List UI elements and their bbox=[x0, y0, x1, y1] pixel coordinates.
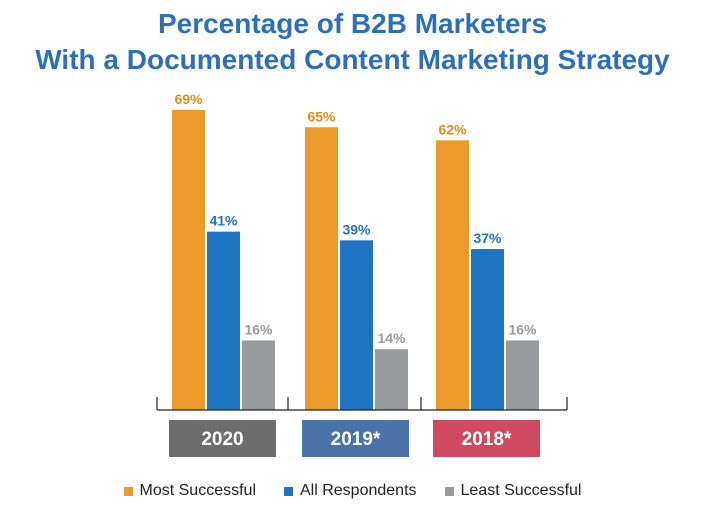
legend-item-most-successful: Most Successful bbox=[123, 482, 256, 500]
category-label-2020: 2020 bbox=[201, 429, 243, 450]
category-box-2018 bbox=[433, 420, 540, 457]
bar-most-successful-2019 bbox=[305, 127, 338, 410]
data-label-least-successful-2020: 16% bbox=[244, 321, 273, 337]
legend-swatch bbox=[444, 486, 454, 496]
bar-all-respondents-2019 bbox=[340, 240, 373, 410]
bar-all-respondents-2020 bbox=[207, 231, 240, 410]
category-label-2018: 2018* bbox=[462, 429, 512, 450]
legend-label: All Respondents bbox=[300, 482, 417, 499]
bar-least-successful-2020 bbox=[242, 340, 275, 410]
data-label-most-successful-2019: 65% bbox=[307, 108, 336, 124]
data-label-most-successful-2018: 62% bbox=[438, 121, 467, 137]
legend-item-all-respondents: All Respondents bbox=[284, 482, 417, 500]
chart-title-line-2: With a Documented Content Marketing Stra… bbox=[35, 44, 670, 75]
data-label-all-respondents-2020: 41% bbox=[209, 213, 238, 229]
legend-label: Most Successful bbox=[139, 482, 256, 499]
category-box-2020 bbox=[169, 420, 276, 457]
legend-item-least-successful: Least Successful bbox=[444, 482, 582, 500]
legend-swatch bbox=[284, 486, 293, 496]
data-label-least-successful-2018: 16% bbox=[508, 321, 537, 337]
data-label-all-respondents-2019: 39% bbox=[342, 221, 371, 237]
bar-most-successful-2020 bbox=[172, 109, 205, 410]
legend-swatch bbox=[123, 486, 133, 496]
category-box-2019 bbox=[302, 420, 409, 457]
data-label-all-respondents-2018: 37% bbox=[473, 230, 502, 246]
chart-title-line-1: Percentage of B2B Marketers bbox=[157, 8, 548, 39]
data-label-least-successful-2019: 14% bbox=[377, 330, 406, 346]
legend-label: Least Successful bbox=[460, 482, 582, 499]
category-label-2019: 2019* bbox=[331, 429, 381, 450]
legend: Most Successful All Respondents Least Su… bbox=[0, 482, 705, 500]
bar-least-successful-2018 bbox=[506, 340, 539, 410]
bar-chart: 69% 41% 16% 2020 65% 39% 14% 2019* 62% 37% 16% 2018… bbox=[156, 91, 568, 457]
bar-least-successful-2019 bbox=[375, 349, 408, 410]
bar-all-respondents-2018 bbox=[471, 249, 504, 410]
bar-most-successful-2018 bbox=[436, 140, 469, 411]
data-label-most-successful-2020: 69% bbox=[174, 91, 203, 107]
